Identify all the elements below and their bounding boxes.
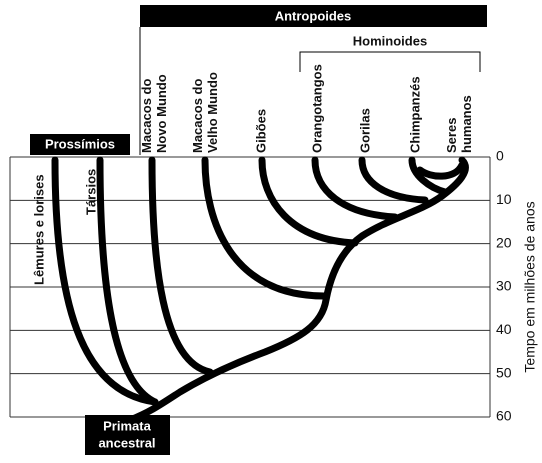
ancestor-box (85, 415, 170, 455)
taxon-label: Seres (444, 118, 459, 153)
tick-label: 40 (496, 321, 512, 337)
tick-label: 0 (496, 148, 504, 164)
taxon-label: Gorilas (357, 108, 372, 153)
tick-label: 10 (496, 191, 512, 207)
tree (51, 156, 469, 424)
tick-label: 60 (496, 408, 512, 424)
subgroup-bracket (299, 51, 481, 72)
subgroup-label: Hominoides (353, 33, 427, 48)
ticks: 0 10 20 30 40 50 60 (496, 148, 512, 424)
taxon-label: Gibões (253, 109, 268, 153)
ancestor-label: Primata (103, 418, 151, 433)
group-label: Antropoides (275, 8, 352, 23)
group-bar (140, 5, 487, 27)
tick-label: 20 (496, 234, 512, 250)
taxon-label: humanos (459, 95, 474, 153)
ancestor-label: ancestral (98, 435, 155, 450)
tick-label: 50 (496, 364, 512, 380)
subgroup-bg (340, 33, 440, 51)
taxon-label: Társios (83, 169, 98, 215)
taxon-label: Macacos do (190, 79, 205, 153)
taxon-label: Macacos do (139, 79, 154, 153)
prosimian-label: Prossímios (45, 136, 115, 151)
taxon-label: Chimpanzés (407, 76, 422, 153)
axis-title: Tempo em milhões de anos (522, 201, 538, 372)
taxon-label: Lêmures e lorises (31, 174, 46, 285)
taxon-label: Novo Mundo (154, 74, 169, 153)
tick-label: 30 (496, 278, 512, 294)
prosimian-box (30, 134, 130, 155)
taxon-label: Orangotangos (309, 64, 324, 153)
taxon-label: Velho Mundo (205, 72, 220, 153)
